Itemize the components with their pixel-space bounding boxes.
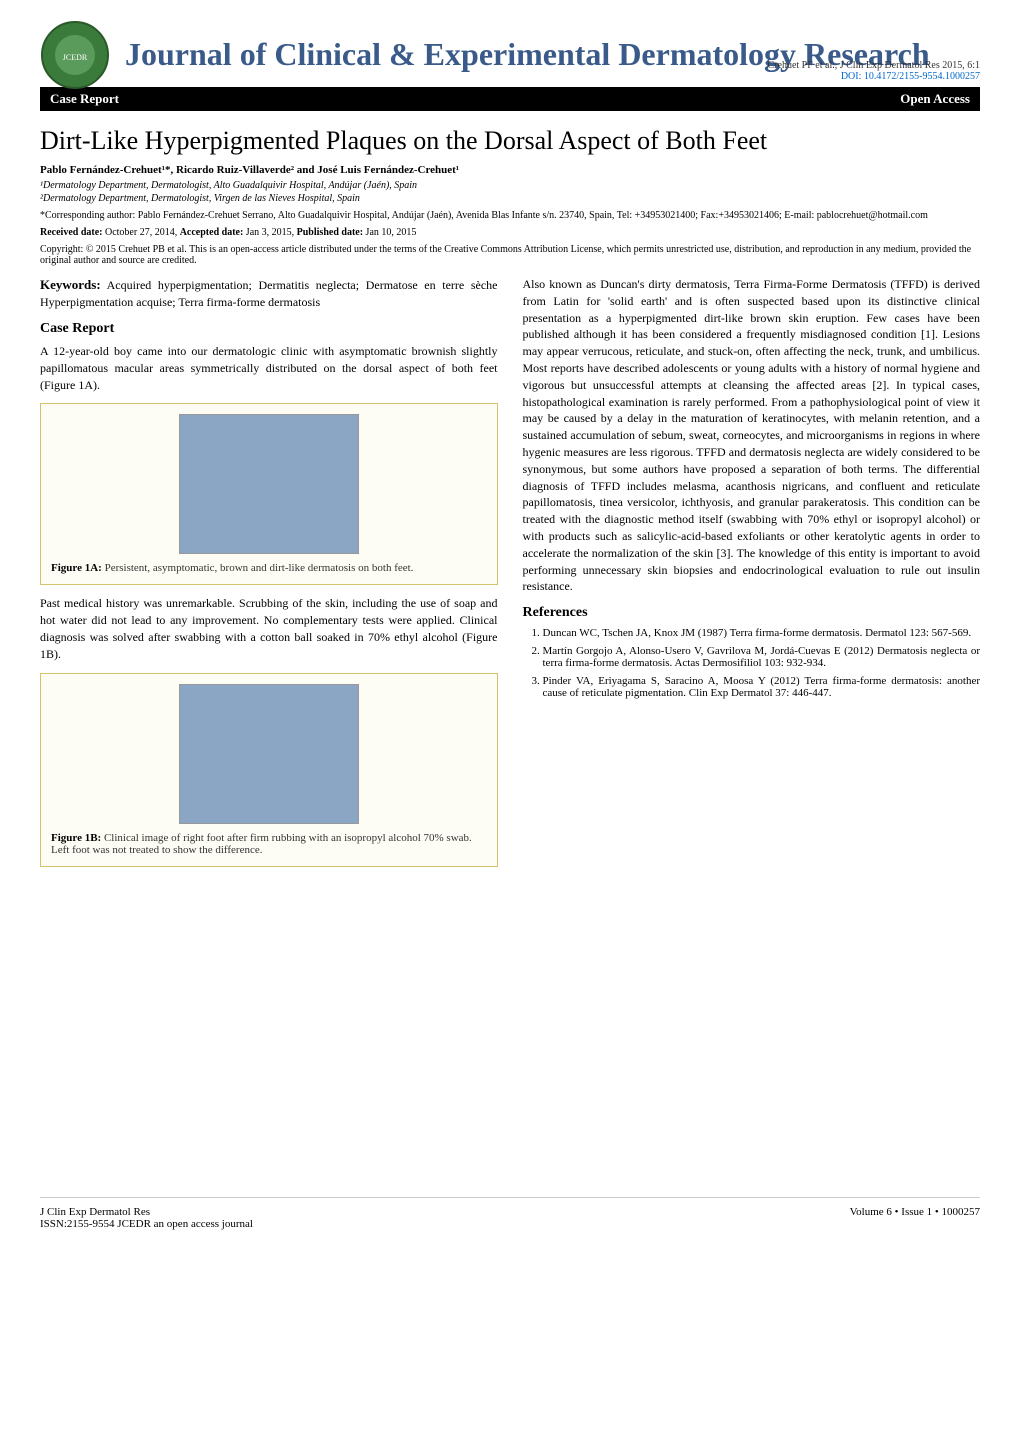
case-report-para-1: A 12-year-old boy came into our dermatol… xyxy=(40,343,498,393)
publication-dates: Received date: October 27, 2014, Accepte… xyxy=(40,227,980,238)
copyright-notice: Copyright: © 2015 Crehuet PB et al. This… xyxy=(40,244,980,266)
keywords-label: Keywords: xyxy=(40,277,101,292)
footer-volume: Volume 6 • Issue 1 • 1000257 xyxy=(850,1206,980,1218)
article-title: Dirt-Like Hyperpigmented Plaques on the … xyxy=(40,126,980,156)
reference-item[interactable]: Pinder VA, Eriyagama S, Saracino A, Moos… xyxy=(543,675,981,699)
footer-journal: J Clin Exp Dermatol Res xyxy=(40,1206,150,1218)
svg-text:JCEDR: JCEDR xyxy=(63,53,88,62)
footer-issn: ISSN:2155-9554 JCEDR an open access jour… xyxy=(40,1218,253,1230)
authors: Pablo Fernández-Crehuet¹*, Ricardo Ruiz-… xyxy=(40,164,980,176)
figure-1b-image xyxy=(179,684,359,824)
reference-item[interactable]: Duncan WC, Tschen JA, Knox JM (1987) Ter… xyxy=(543,627,981,639)
doi-link[interactable]: DOI: 10.4172/2155-9554.1000257 xyxy=(841,71,980,82)
figure-1b-caption: Figure 1B: Clinical image of right foot … xyxy=(51,832,487,856)
keywords-section: Keywords: Acquired hyperpigmentation; De… xyxy=(40,276,498,311)
figure-1a-box: Figure 1A: Persistent, asymptomatic, bro… xyxy=(40,403,498,585)
case-report-para-2: Past medical history was unremarkable. S… xyxy=(40,595,498,662)
case-report-heading: Case Report xyxy=(40,321,498,337)
content-columns: Keywords: Acquired hyperpigmentation; De… xyxy=(40,276,980,877)
right-column: Also known as Duncan's dirty dermatosis,… xyxy=(523,276,981,877)
article-type-banner: Case Report Open Access xyxy=(40,87,980,111)
banner-left: Case Report xyxy=(50,91,119,107)
citation-text: Crehuet PF et al., J Clin Exp Dermatol R… xyxy=(768,60,980,71)
journal-logo-icon: JCEDR xyxy=(40,20,110,90)
figure-1a-caption: Figure 1A: Persistent, asymptomatic, bro… xyxy=(51,562,487,574)
page-footer: J Clin Exp Dermatol Res ISSN:2155-9554 J… xyxy=(40,1197,980,1230)
references-list: Duncan WC, Tschen JA, Knox JM (1987) Ter… xyxy=(523,627,981,699)
figure-1b-box: Figure 1B: Clinical image of right foot … xyxy=(40,673,498,867)
left-column: Keywords: Acquired hyperpigmentation; De… xyxy=(40,276,498,877)
affiliation-1: ¹Dermatology Department, Dermatologist, … xyxy=(40,180,980,191)
reference-item[interactable]: Martín Gorgojo A, Alonso-Usero V, Gavril… xyxy=(543,645,981,669)
footer-right: Volume 6 • Issue 1 • 1000257 xyxy=(850,1206,980,1230)
affiliation-2: ²Dermatology Department, Dermatologist, … xyxy=(40,193,980,204)
keywords-text: Acquired hyperpigmentation; Dermatitis n… xyxy=(40,278,498,309)
figure-1a-image xyxy=(179,414,359,554)
corresponding-author: *Corresponding author: Pablo Fernández-C… xyxy=(40,210,980,221)
banner-right: Open Access xyxy=(900,91,970,107)
references-heading: References xyxy=(523,605,981,621)
discussion-text: Also known as Duncan's dirty dermatosis,… xyxy=(523,276,981,595)
footer-left: J Clin Exp Dermatol Res ISSN:2155-9554 J… xyxy=(40,1206,253,1230)
